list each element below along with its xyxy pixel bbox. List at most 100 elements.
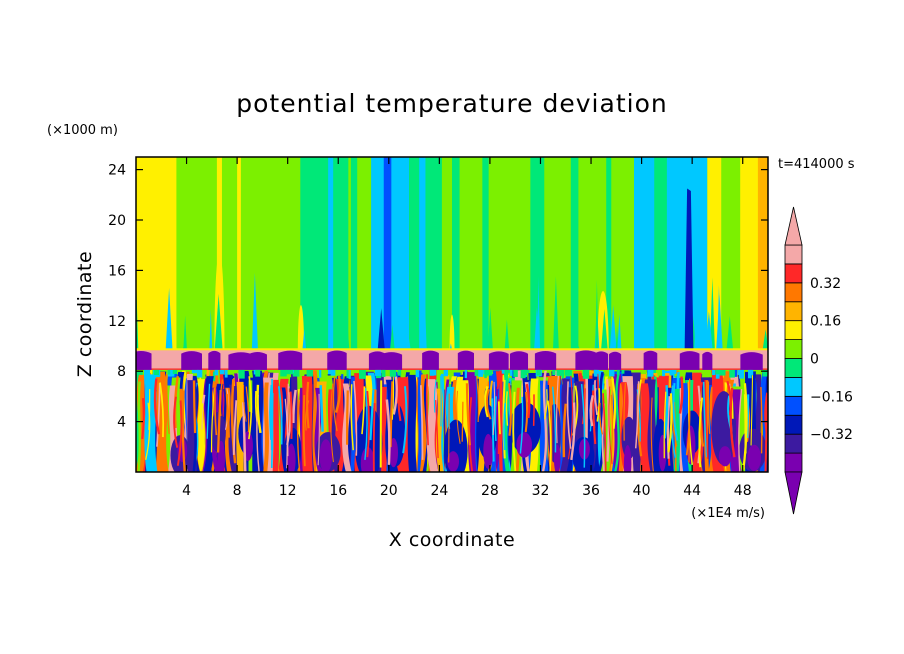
streak [608, 386, 613, 465]
streak [456, 390, 461, 444]
inversion-blob [247, 352, 267, 370]
streak [663, 385, 669, 439]
fringe [737, 369, 741, 375]
x-units-label: (×1E4 m/s) [691, 506, 765, 521]
y-units-label: (×1000 m) [47, 123, 118, 138]
fringe [738, 369, 744, 379]
fringe [224, 369, 228, 378]
upper-spike [649, 327, 655, 352]
fringe [197, 369, 203, 378]
inversion-blob [594, 351, 609, 370]
fringe [478, 369, 484, 377]
upper-band [350, 157, 358, 352]
streak [594, 380, 598, 415]
inversion-blob [679, 351, 700, 370]
streak [623, 382, 626, 441]
streak [302, 395, 306, 467]
streak [461, 401, 464, 442]
fringe [238, 369, 245, 379]
fringe [564, 369, 570, 376]
plume-core [658, 434, 667, 472]
colorbar-tick-label: 0 [810, 352, 819, 368]
contour-field [136, 157, 768, 472]
upper-region [136, 157, 768, 352]
streak [330, 383, 334, 463]
fringe [652, 369, 656, 374]
turbulent-region [136, 369, 768, 472]
streak [270, 378, 274, 469]
streak [248, 376, 253, 440]
upper-band [654, 157, 667, 352]
fringe [505, 369, 510, 374]
streak [440, 375, 442, 427]
streak [269, 384, 273, 440]
colorbar-swatch [784, 244, 803, 265]
streak [667, 393, 673, 453]
streak [379, 380, 383, 468]
x-axis-title: X coordinate [389, 529, 515, 551]
fringe [669, 369, 675, 376]
streak [634, 381, 640, 449]
streak [156, 383, 161, 447]
fringe [154, 369, 159, 376]
streak [277, 386, 283, 445]
fringe [501, 369, 505, 374]
turbulent-strand [541, 370, 548, 472]
fringe [286, 369, 294, 375]
y-tick-label: 24 [108, 163, 126, 179]
fringe [712, 369, 716, 376]
fringe [292, 369, 300, 377]
streak [497, 401, 501, 435]
streak [746, 394, 750, 439]
streak [562, 403, 567, 458]
upper-spike [636, 279, 641, 352]
inversion-blob [643, 350, 658, 370]
streak [206, 383, 211, 439]
upper-spike [536, 276, 541, 352]
streak [364, 387, 368, 460]
streak [345, 390, 349, 445]
plume-core [516, 432, 533, 458]
streak [256, 384, 262, 434]
colorbar-swatch [784, 377, 803, 397]
inversion-blob [457, 350, 474, 370]
chart-title: potential temperature deviation [236, 89, 667, 118]
colorbar-swatch [784, 263, 803, 284]
y-tick-label: 8 [117, 364, 126, 380]
fringe [255, 369, 261, 377]
upper-band [419, 157, 426, 352]
streak [544, 389, 548, 420]
streak [232, 400, 238, 455]
streak [173, 396, 179, 448]
plume-core [747, 444, 762, 472]
fringe [536, 369, 541, 376]
streak [598, 402, 604, 435]
fringe [750, 369, 754, 376]
streak [507, 383, 513, 436]
fringe [585, 369, 589, 378]
upper-spike [762, 329, 768, 352]
inversion-blob [228, 352, 254, 370]
streak [688, 378, 691, 463]
x-tick-label: 4 [182, 483, 191, 499]
upper-spike [504, 319, 510, 352]
plume-core [360, 447, 375, 472]
fringe [143, 369, 151, 378]
streak [166, 374, 170, 434]
streak [764, 392, 768, 446]
streak [214, 382, 218, 436]
colorbar-swatch [784, 282, 803, 303]
inversion-blob [534, 351, 557, 370]
streak [306, 381, 310, 429]
time-label: t=414000 s [778, 157, 855, 172]
streak [505, 391, 509, 426]
colorbar: 0.32 0.16 0 −0.16 −0.32 [784, 206, 853, 515]
y-axis: 4 8 12 16 20 24 [108, 163, 768, 431]
plume-core [447, 451, 460, 472]
upper-spike [402, 323, 411, 352]
y-tick-label: 16 [108, 263, 126, 279]
y-axis-title: Z coordinate [74, 251, 96, 377]
streak [420, 385, 424, 460]
plume-core [483, 433, 494, 469]
upper-spike [342, 305, 350, 352]
